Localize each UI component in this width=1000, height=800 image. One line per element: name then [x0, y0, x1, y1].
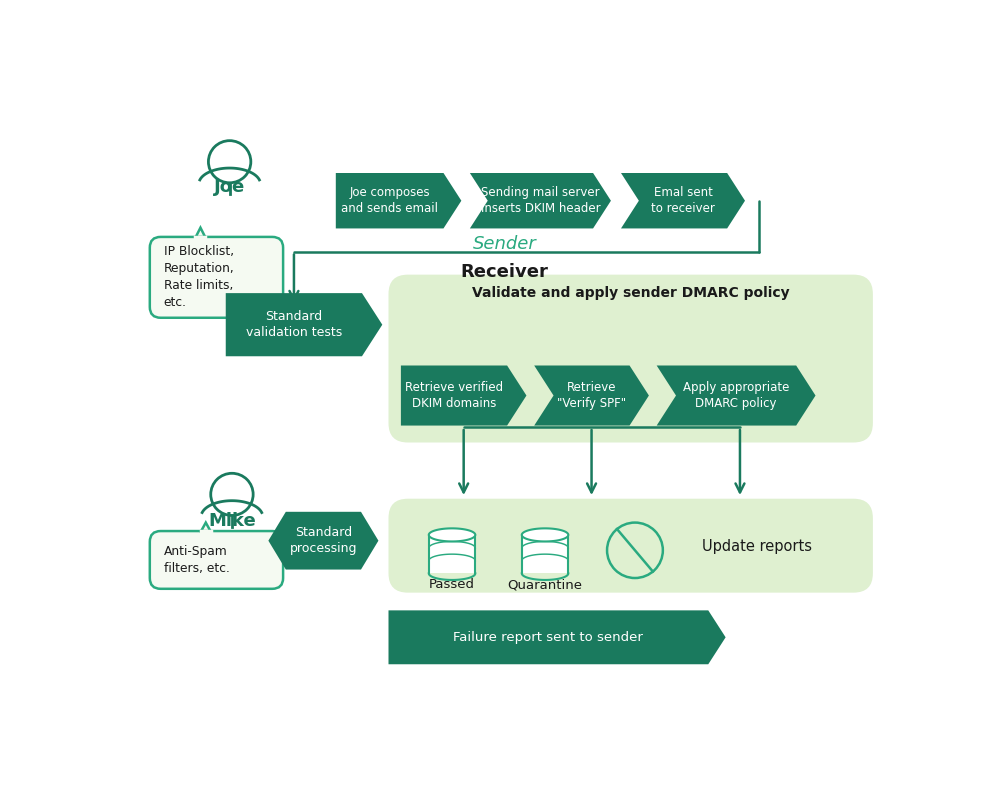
FancyBboxPatch shape — [150, 531, 283, 589]
Polygon shape — [388, 610, 726, 664]
Text: Retrieve
"Verify SPF": Retrieve "Verify SPF" — [557, 381, 626, 410]
Text: Emal sent
to receiver: Emal sent to receiver — [651, 186, 715, 215]
Text: Joe composes
and sends email: Joe composes and sends email — [341, 186, 438, 215]
Text: IP Blocklist,
Reputation,
Rate limits,
etc.: IP Blocklist, Reputation, Rate limits, e… — [164, 246, 234, 310]
Polygon shape — [522, 535, 568, 574]
Polygon shape — [336, 173, 461, 229]
Text: Sender: Sender — [473, 235, 537, 253]
Text: Standard
validation tests: Standard validation tests — [246, 310, 342, 339]
Polygon shape — [522, 528, 568, 542]
Text: Passed: Passed — [429, 578, 475, 591]
Polygon shape — [470, 173, 611, 229]
Text: Anti-Spam
filters, etc.: Anti-Spam filters, etc. — [164, 545, 230, 575]
Text: Validate and apply sender DMARC policy: Validate and apply sender DMARC policy — [472, 286, 790, 300]
FancyBboxPatch shape — [150, 237, 283, 318]
Polygon shape — [657, 366, 816, 426]
Text: Update reports: Update reports — [702, 539, 812, 554]
Polygon shape — [201, 522, 210, 531]
Polygon shape — [226, 293, 382, 356]
Polygon shape — [401, 366, 526, 426]
Text: Standard
processing: Standard processing — [290, 526, 357, 555]
Text: Joe: Joe — [214, 178, 245, 196]
Text: Receiver: Receiver — [461, 262, 549, 281]
Polygon shape — [429, 535, 475, 574]
Text: Mike: Mike — [208, 512, 256, 530]
Polygon shape — [196, 228, 205, 237]
Polygon shape — [268, 512, 378, 570]
Text: Failure report sent to sender: Failure report sent to sender — [453, 631, 643, 644]
Polygon shape — [429, 528, 475, 542]
Text: Apply appropriate
DMARC policy: Apply appropriate DMARC policy — [683, 381, 789, 410]
Text: Quarantine: Quarantine — [508, 578, 583, 591]
Text: Retrieve verified
DKIM domains: Retrieve verified DKIM domains — [405, 381, 503, 410]
FancyBboxPatch shape — [388, 274, 873, 442]
Text: Sending mail server
inserts DKIM header: Sending mail server inserts DKIM header — [481, 186, 600, 215]
Polygon shape — [534, 366, 649, 426]
Polygon shape — [621, 173, 745, 229]
FancyBboxPatch shape — [388, 498, 873, 593]
